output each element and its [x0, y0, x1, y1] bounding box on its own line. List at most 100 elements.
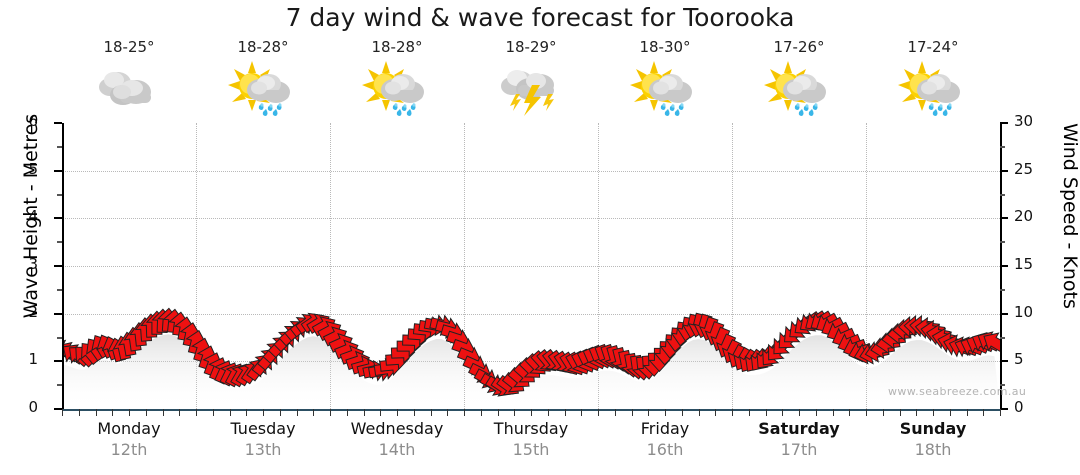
- left-axis-tick-label: 1: [28, 350, 38, 369]
- left-axis-tick-label: 0: [28, 398, 38, 416]
- x-axis-tick: [363, 409, 365, 416]
- x-axis-tick: [916, 409, 918, 416]
- right-axis-tick-label: 25: [1014, 159, 1034, 178]
- x-axis-tick: [598, 409, 599, 416]
- gridline-day-boundary: [464, 123, 465, 409]
- x-axis-tick: [196, 409, 197, 416]
- day-header-saturday: 17-26°: [732, 38, 866, 120]
- day-label-friday: Friday 16th: [598, 418, 732, 460]
- day-date: 15th: [512, 440, 550, 459]
- x-axis-tick: [397, 409, 398, 416]
- day-date: 12th: [110, 440, 148, 459]
- x-axis-tick: [514, 409, 516, 416]
- day-header-tuesday: 18-28°: [196, 38, 330, 120]
- left-tick: [54, 217, 62, 220]
- right-axis-tick-label: 5: [1014, 350, 1024, 369]
- gridline-day-boundary: [598, 123, 599, 409]
- left-tick: [57, 384, 62, 387]
- left-tick: [54, 122, 62, 124]
- x-axis-tick: [263, 409, 264, 416]
- series-shadow: [62, 334, 1000, 409]
- x-axis-tick: [849, 409, 851, 416]
- x-axis-tick: [715, 409, 717, 416]
- day-header-thursday: 18-29°: [464, 38, 598, 120]
- temperature-range: 18-30°: [639, 38, 691, 56]
- right-tick: [1000, 145, 1005, 148]
- left-axis-tick-label: 3: [28, 255, 38, 273]
- x-axis-tick: [614, 409, 616, 416]
- x-axis-tick: [346, 409, 348, 416]
- x-axis-tick: [464, 409, 465, 416]
- wind-arrow: [983, 332, 1000, 353]
- x-axis-tick: [497, 409, 499, 416]
- x-axis-tick: [246, 409, 248, 416]
- wind-arrow-series: [62, 307, 1000, 409]
- x-axis-tick: [882, 409, 884, 416]
- day-date: 14th: [378, 440, 416, 459]
- x-axis-tick: [782, 409, 784, 416]
- right-tick: [1000, 360, 1008, 363]
- temperature-range: 18-25°: [103, 38, 155, 56]
- x-axis-tick: [145, 409, 147, 416]
- x-axis-tick: [480, 409, 482, 416]
- gridline-day-boundary: [732, 123, 733, 409]
- temperature-range: 18-28°: [371, 38, 423, 56]
- right-tick: [1000, 193, 1005, 196]
- x-axis-tick: [547, 409, 549, 416]
- right-tick: [1000, 169, 1008, 172]
- x-axis-tick: [765, 409, 767, 416]
- x-axis-tick: [799, 409, 800, 416]
- x-axis-tick: [112, 409, 114, 416]
- x-axis-tick: [95, 409, 97, 416]
- right-tick: [1000, 408, 1008, 410]
- day-label-thursday: Thursday 15th: [464, 418, 598, 460]
- left-tick: [54, 312, 62, 315]
- cloudy-icon: [62, 59, 196, 117]
- x-axis-tick: [648, 409, 650, 416]
- x-axis-tick: [162, 409, 164, 416]
- left-axis-tick-label: 5: [28, 159, 38, 178]
- left-tick: [57, 193, 62, 196]
- x-axis-tick: [949, 409, 951, 416]
- x-axis-tick: [698, 409, 700, 416]
- x-axis-tick: [380, 409, 382, 416]
- x-axis-tick: [631, 409, 633, 416]
- x-axis-tick: [179, 409, 181, 416]
- day-label-saturday: Saturday 17th: [732, 418, 866, 460]
- wind-arrows: [62, 307, 1000, 397]
- right-tick: [1000, 241, 1005, 244]
- x-axis-tick: [732, 409, 733, 416]
- x-axis-tick: [564, 409, 566, 416]
- x-axis-tick: [413, 409, 415, 416]
- left-axis-tick-label: 4: [28, 207, 38, 226]
- day-label-wednesday: Wednesday 14th: [330, 418, 464, 460]
- right-tick: [1000, 217, 1008, 220]
- x-axis-tick: [899, 409, 901, 416]
- left-tick: [57, 241, 62, 244]
- x-axis-tick: [581, 409, 583, 416]
- right-axis-title: Wind Speed - Knots: [1059, 123, 1080, 309]
- sun-cloud-rain-icon: [866, 59, 1000, 117]
- x-axis-tick: [866, 409, 867, 416]
- x-axis-tick: [279, 409, 281, 416]
- left-tick: [57, 336, 62, 339]
- sun-cloud-rain-icon: [330, 59, 464, 117]
- x-axis-tick: [313, 409, 315, 416]
- left-tick: [57, 145, 62, 148]
- x-axis-tick: [430, 409, 432, 416]
- day-name: Wednesday: [350, 419, 444, 438]
- left-tick: [54, 408, 62, 410]
- x-axis-tick: [212, 409, 214, 416]
- right-tick: [1000, 384, 1005, 387]
- x-axis-tick: [78, 409, 80, 416]
- sun-cloud-rain-icon: [732, 59, 866, 117]
- left-axis-line: [62, 123, 64, 409]
- day-header-monday: 18-25°: [62, 38, 196, 120]
- page-title: 7 day wind & wave forecast for Toorooka: [285, 3, 795, 32]
- day-date: 18th: [914, 440, 952, 459]
- day-label-tuesday: Tuesday 13th: [196, 418, 330, 460]
- x-axis-tick: [966, 409, 968, 416]
- gridline-horizontal: [62, 218, 1000, 220]
- right-tick: [1000, 288, 1005, 291]
